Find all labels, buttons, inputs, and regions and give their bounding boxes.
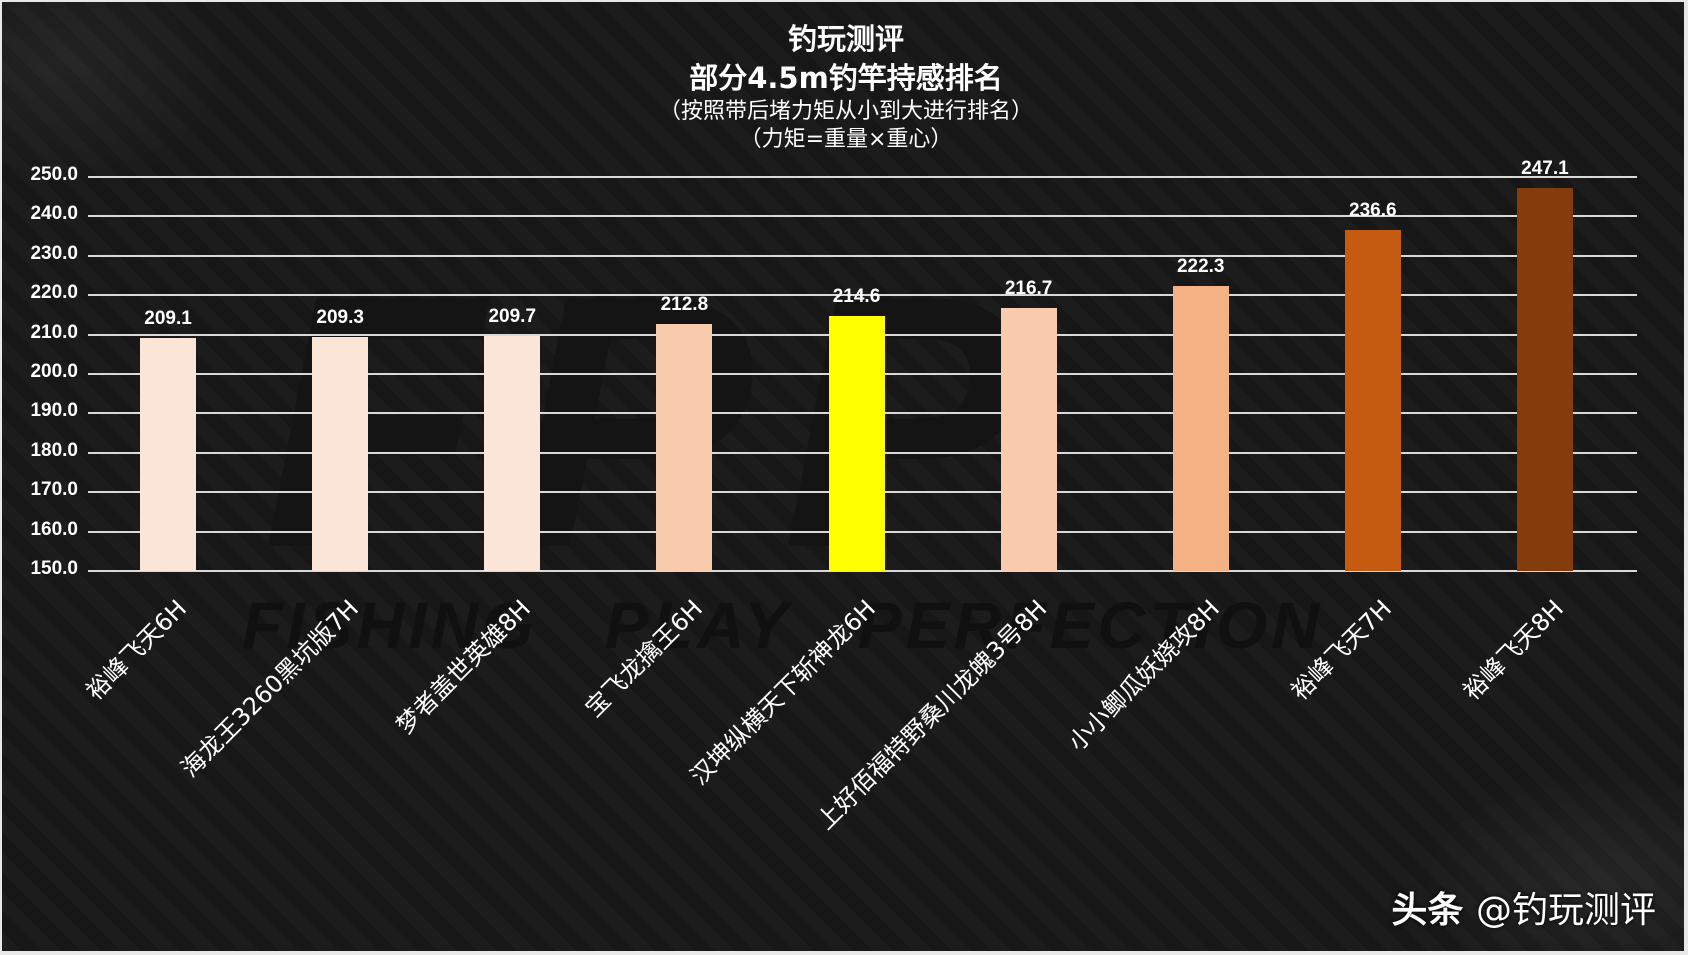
bar <box>1516 188 1573 571</box>
y-tick-label: 230.0 <box>30 242 78 264</box>
bar-value-label: 214.6 <box>832 286 881 308</box>
bar-value-label: 222.3 <box>1176 256 1225 278</box>
y-tick-label: 150.0 <box>30 558 78 579</box>
chart-title: 钓玩测评 <box>787 22 904 56</box>
bar <box>1344 229 1401 571</box>
bar <box>828 316 885 571</box>
brand-watermark: 头条 @钓玩测评 <box>1391 881 1656 933</box>
y-tick-label: 160.0 <box>30 518 78 540</box>
plot-area: 209.1 209.3 209.7 212.8 214.6 216.7 222.3 236.6… <box>88 158 1637 572</box>
y-tick-label: 200.0 <box>30 361 78 382</box>
x-tick-label: 宝飞龙擒王6H <box>580 594 709 723</box>
bar-value-label: 236.6 <box>1349 199 1397 221</box>
y-tick-label: 180.0 <box>30 439 78 461</box>
bar <box>656 323 713 571</box>
brand-handle: @钓玩测评 <box>1475 890 1656 931</box>
bar-value-label: 247.1 <box>1521 158 1569 180</box>
gridline <box>88 294 1637 297</box>
y-tick-label: 190.0 <box>30 400 78 422</box>
x-tick-label: 梦者盖世英雄8H <box>391 594 537 740</box>
gridline <box>88 215 1637 218</box>
y-tick-label: 170.0 <box>30 479 78 501</box>
bar-value-label: 209.3 <box>316 307 364 329</box>
x-tick-label: 海龙王3260黑坑版7H <box>175 594 365 783</box>
bar-value-label: 212.8 <box>660 293 709 315</box>
chart-note-ranking: （按照带后堵力矩从小到大进行排名） <box>658 99 1033 124</box>
bar <box>1172 286 1229 571</box>
chart-title-block: 钓玩测评 部分4.5m钓竿持感排名 （按照带后堵力矩从小到大进行排名） （力矩=… <box>2 20 1684 154</box>
bar <box>140 338 197 571</box>
bar-value-label: 209.7 <box>488 305 537 327</box>
x-tick-label: 汉坤纵横天下斩神龙6H <box>684 594 881 791</box>
y-tick-label: 220.0 <box>30 282 78 304</box>
x-tick-label: 裕峰飞天8H <box>1457 594 1569 706</box>
y-tick-label: 240.0 <box>30 203 78 225</box>
bar <box>312 337 369 571</box>
bar <box>484 335 541 571</box>
bar-value-label: 216.7 <box>1004 278 1053 300</box>
x-tick-label: 裕峰飞天6H <box>80 594 193 706</box>
gridline <box>88 254 1637 257</box>
bar-value-label: 209.1 <box>144 308 192 330</box>
bar <box>1000 308 1057 571</box>
y-tick-label: 210.0 <box>30 321 78 343</box>
brand-prefix: 头条 <box>1391 890 1464 931</box>
x-tick-label: 裕峰飞天7H <box>1285 594 1397 706</box>
y-tick-label: 250.0 <box>30 164 78 185</box>
chart-note-formula: （力矩=重量×重心） <box>739 127 953 152</box>
chart-subtitle: 部分4.5m钓竿持感排名 <box>689 61 1003 95</box>
gridline <box>88 176 1637 178</box>
x-tick-label: 小小鲫瓜妖娆攻8H <box>1062 594 1225 757</box>
gridline <box>88 570 1637 572</box>
